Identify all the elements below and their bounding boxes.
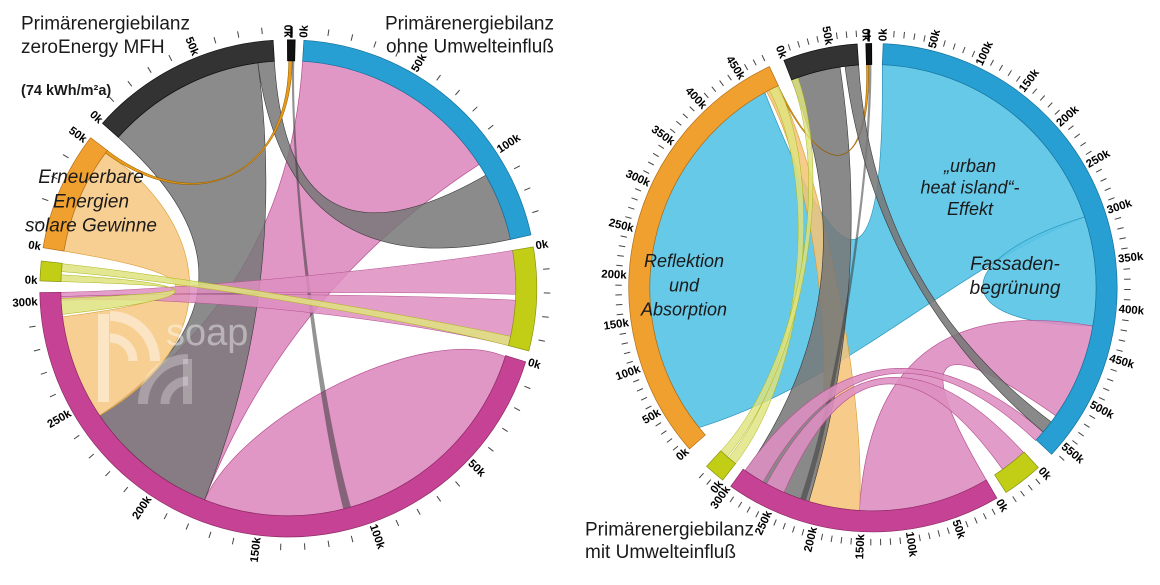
svg-text:0k: 0k [298, 24, 311, 38]
svg-text:300k: 300k [12, 296, 39, 309]
svg-text:begrünung: begrünung [970, 278, 1061, 299]
svg-text:400k: 400k [1118, 303, 1145, 317]
svg-text:Effekt: Effekt [947, 199, 994, 219]
svg-text:Erneuerbare: Erneuerbare [38, 167, 144, 188]
svg-text:ohne Umwelteinfluß: ohne Umwelteinfluß [386, 37, 554, 58]
svg-text:heat island“-: heat island“- [920, 178, 1019, 198]
svg-text:Primärenergiebilanz: Primärenergiebilanz [21, 14, 190, 35]
svg-text:Primärenergiebilanz: Primärenergiebilanz [385, 14, 554, 35]
svg-text:(74 kWh/m²a): (74 kWh/m²a) [21, 83, 111, 99]
svg-text:Primärenergiebilanz: Primärenergiebilanz [585, 520, 754, 541]
svg-text:mit Umwelteinfluß: mit Umwelteinfluß [585, 542, 736, 563]
svg-text:zeroEnergy MFH: zeroEnergy MFH [21, 37, 165, 58]
svg-text:150k: 150k [854, 533, 867, 560]
svg-text:Fassaden-: Fassaden- [970, 254, 1060, 275]
svg-text:solare Gewinne: solare Gewinne [25, 216, 157, 237]
svg-text:Reflektion: Reflektion [644, 251, 724, 271]
svg-text:Absorption: Absorption [640, 300, 727, 320]
svg-text:und: und [669, 276, 700, 296]
svg-text:0k: 0k [25, 275, 39, 287]
svg-text:„urban: „urban [943, 156, 996, 176]
svg-text:soap: soap [166, 312, 248, 354]
svg-text:200k: 200k [601, 268, 628, 281]
svg-text:0k: 0k [877, 28, 890, 42]
svg-text:Energien: Energien [53, 192, 129, 213]
